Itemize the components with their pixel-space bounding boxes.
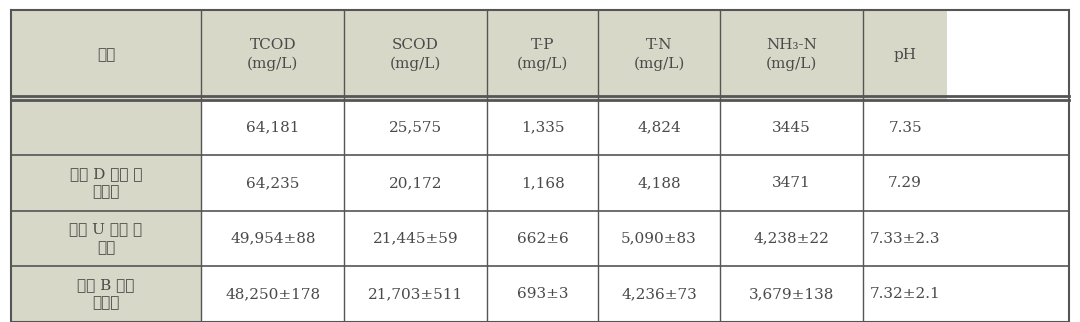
Bar: [863, 211, 947, 267]
Text: 5,090±83: 5,090±83: [621, 232, 697, 246]
Text: 693±3: 693±3: [517, 287, 568, 301]
Text: 4,188: 4,188: [637, 176, 680, 190]
Text: pH: pH: [893, 48, 917, 62]
Text: 7.33±2.3: 7.33±2.3: [869, 232, 941, 246]
Text: T-N
(mg/L): T-N (mg/L): [633, 38, 685, 71]
Bar: [863, 100, 947, 156]
Text: 3,679±138: 3,679±138: [748, 287, 834, 301]
Text: 21,703±511: 21,703±511: [368, 287, 463, 301]
Text: 48,250±178: 48,250±178: [226, 287, 321, 301]
Text: 64,235: 64,235: [246, 176, 299, 190]
Text: 7.32±2.1: 7.32±2.1: [869, 287, 941, 301]
Text: 4,824: 4,824: [637, 121, 681, 135]
Text: NH₃-N
(mg/L): NH₃-N (mg/L): [766, 38, 818, 71]
Bar: [863, 267, 947, 322]
Text: 4,236±73: 4,236±73: [621, 287, 697, 301]
Text: 정읍 U 시설 저
장조: 정읍 U 시설 저 장조: [69, 223, 143, 255]
Text: 3445: 3445: [772, 121, 811, 135]
Text: 7.29: 7.29: [888, 176, 922, 190]
Text: 정읍 D 시설 농
가원액: 정읍 D 시설 농 가원액: [70, 167, 143, 199]
Text: 3471: 3471: [772, 176, 811, 190]
Text: SCOD
(mg/L): SCOD (mg/L): [390, 38, 442, 71]
Text: 25,575: 25,575: [389, 121, 442, 135]
Text: 21,445±59: 21,445±59: [373, 232, 458, 246]
Bar: [863, 10, 947, 100]
Text: 7.35: 7.35: [889, 121, 922, 135]
Text: 4,238±22: 4,238±22: [754, 232, 829, 246]
Text: TCOD
(mg/L): TCOD (mg/L): [247, 38, 298, 71]
Text: 662±6: 662±6: [516, 232, 568, 246]
Text: 시료: 시료: [97, 48, 116, 62]
Text: 1,168: 1,168: [521, 176, 565, 190]
Text: 64,181: 64,181: [246, 121, 299, 135]
Bar: [863, 156, 947, 211]
Text: 49,954±88: 49,954±88: [230, 232, 315, 246]
Text: 20,172: 20,172: [389, 176, 443, 190]
Text: 순창 B 시설
저장조: 순창 B 시설 저장조: [78, 278, 135, 310]
Text: 1,335: 1,335: [521, 121, 565, 135]
Text: T-P
(mg/L): T-P (mg/L): [517, 38, 568, 71]
